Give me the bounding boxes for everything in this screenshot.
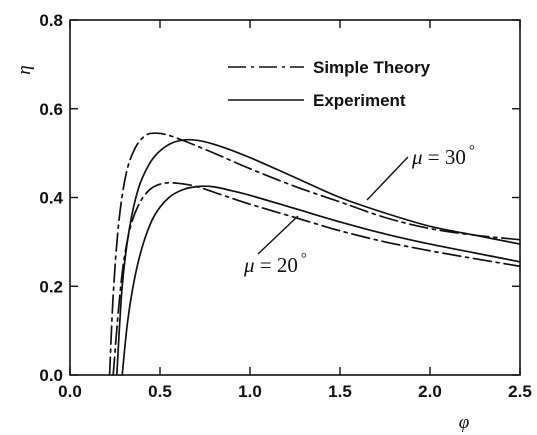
tick-group: 0.0 0.5 1.0 1.5 2.0 2.5 0.0 0.2 0.4 0.6 0.8	[39, 11, 531, 401]
x-tick-label: 0.0	[58, 382, 82, 401]
series-line-simple-theory-mu-30	[108, 132, 521, 376]
annotation-leader-mu-30	[366, 156, 409, 201]
plot-frame-group	[69, 19, 521, 376]
x-tick-label: 1.5	[328, 382, 352, 401]
y-tick-label: 0.8	[39, 11, 63, 30]
y-tick-label: 0.2	[39, 277, 63, 296]
annotation-label-mu-20: μ = 20 °	[243, 251, 307, 277]
x-tick-label: 1.0	[238, 382, 262, 401]
series-line-simple-theory-mu-20	[112, 181, 521, 376]
annotation-label-mu-30: μ = 30 °	[411, 143, 475, 169]
y-tick-label: 0.6	[39, 100, 63, 119]
legend-label-simple-theory: Simple Theory	[313, 58, 431, 77]
series-line-experiment-mu-30	[115, 138, 521, 376]
x-axis-label: φ	[459, 412, 470, 433]
y-tick-label: 0.0	[39, 366, 63, 385]
series-group	[108, 132, 521, 376]
legend-label-experiment: Experiment	[313, 91, 406, 110]
x-tick-label: 2.0	[418, 382, 442, 401]
annotation-mu-30: μ = 30 °	[366, 143, 475, 201]
y-tick-label: 0.4	[39, 189, 63, 208]
x-tick-label: 0.5	[148, 382, 172, 401]
plot-frame	[69, 19, 521, 376]
y-axis-label: η	[14, 65, 35, 74]
series-line-experiment-mu-20	[121, 185, 521, 376]
annotation-leader-mu-20	[257, 215, 299, 255]
x-tick-label: 2.5	[508, 382, 532, 401]
legend: Simple Theory Experiment	[228, 58, 431, 110]
annotation-mu-20: μ = 20 °	[243, 215, 307, 277]
